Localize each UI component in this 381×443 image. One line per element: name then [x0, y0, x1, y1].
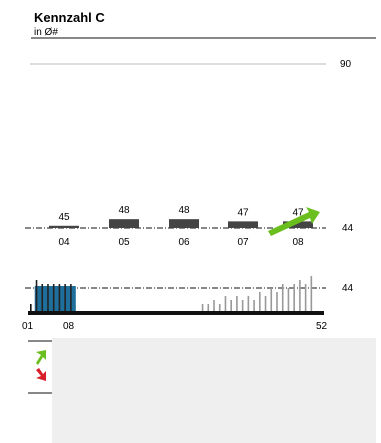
tick-label-07: 07: [237, 237, 249, 248]
tick-label-04: 04: [58, 237, 70, 248]
reference-line-upper-label: 44: [342, 223, 354, 234]
weekly-bar-4: [47, 284, 49, 311]
weekly-bar-32: [207, 304, 210, 311]
weekly-bar-31: [201, 304, 204, 311]
weekly-bar-40: [253, 300, 255, 311]
weekly-bar-3: [41, 284, 44, 311]
tick-label-06: 06: [178, 237, 190, 248]
chart-subtitle: in Ø#: [34, 27, 58, 38]
weekly-bar-44: [276, 292, 278, 311]
weekly-bar-1: [30, 304, 32, 311]
trend-down-arrow-icon: [36, 368, 46, 381]
weekly-bar-43: [270, 288, 273, 311]
weekly-bar-38: [241, 300, 244, 311]
trend-up-arrow-icon: [268, 207, 320, 236]
weekly-bar-7: [64, 284, 66, 311]
weekly-bar-35: [224, 296, 227, 311]
data-label-04: 45: [58, 212, 70, 223]
lower-axis: [28, 311, 324, 315]
data-label-08: 47: [292, 207, 304, 218]
weekly-bar-8: [70, 284, 72, 311]
highlight-range: [34, 286, 76, 311]
weekly-bar-42: [264, 296, 267, 311]
bar-07: [228, 221, 258, 228]
weekly-bar-50: [310, 276, 313, 311]
tick-label-52: 52: [316, 321, 328, 332]
top-line-label: 90: [340, 59, 352, 70]
data-label-06: 48: [178, 205, 190, 216]
weekly-bar-2: [35, 280, 38, 311]
lower-tick-labels: 01 08 52: [22, 321, 328, 332]
tick-label-08: 08: [292, 237, 304, 248]
weekly-bar-5: [52, 284, 55, 311]
data-label-05: 48: [118, 205, 130, 216]
bar-06: [169, 219, 199, 228]
bar-08: [283, 221, 313, 228]
weekly-bar-49: [304, 284, 307, 311]
weekly-bar-37: [236, 296, 238, 311]
weekly-bar-48: [299, 280, 301, 311]
tick-label-08: 08: [63, 321, 75, 332]
reference-line-lower-label: 44: [342, 283, 354, 294]
weekly-bar-45: [281, 284, 284, 311]
weekly-bar-39: [247, 296, 250, 311]
trend-up-arrow-icon: [36, 350, 46, 365]
upper-bars: 45 04 48 05 48 06 47 07 47 08: [49, 205, 313, 248]
weekly-bar-46: [287, 288, 290, 311]
weekly-bar-41: [259, 292, 261, 311]
weekly-bar-36: [230, 300, 232, 311]
weekly-bar-6: [58, 284, 61, 311]
weekly-bar-33: [213, 300, 215, 311]
tick-label-01: 01: [22, 321, 34, 332]
chart-title: Kennzahl C: [34, 10, 105, 25]
weekly-bar-34: [218, 304, 221, 311]
tick-label-05: 05: [118, 237, 130, 248]
weekly-bar-47: [293, 284, 295, 311]
bar-04: [49, 225, 79, 228]
data-label-07: 47: [237, 207, 249, 218]
bar-05: [109, 219, 139, 228]
lower-bars: [30, 276, 313, 311]
detail-panel: [52, 338, 376, 443]
